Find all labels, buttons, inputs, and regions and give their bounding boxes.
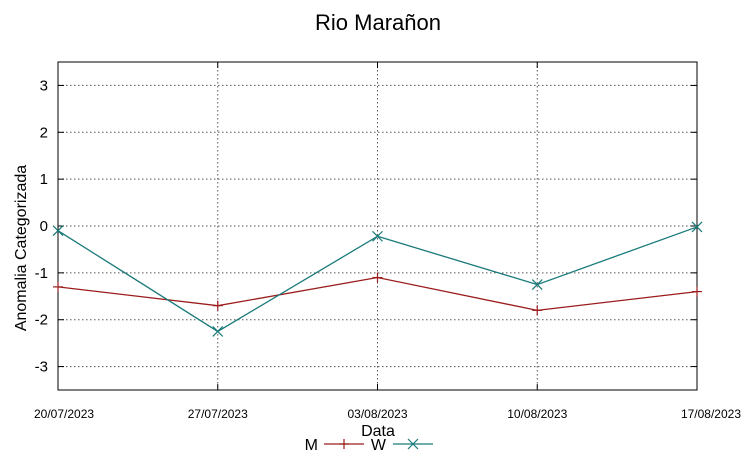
marker-stroke xyxy=(407,438,419,450)
marker-stroke xyxy=(691,221,703,233)
grid-lines xyxy=(58,62,697,390)
x-tick-label: 17/08/2023 xyxy=(681,407,741,421)
x-tick-label: 10/08/2023 xyxy=(507,407,567,421)
marker-stroke xyxy=(52,225,64,237)
x-axis-ticks: 20/07/2023 27/07/2023 03/08/2023 10/08/2023… xyxy=(34,62,741,421)
y-tick-label: -2 xyxy=(35,312,48,329)
y-tick-label: 2 xyxy=(40,124,48,141)
y-tick-label: -1 xyxy=(35,265,48,282)
marker-stroke xyxy=(531,279,543,290)
legend-label-M: M xyxy=(305,437,318,454)
chart-title: Rio Marañon xyxy=(315,10,441,35)
data-point-M xyxy=(532,305,543,316)
y-tick-label: 0 xyxy=(40,218,48,235)
y-tick-label: -3 xyxy=(35,359,48,376)
data-point-W xyxy=(212,326,224,337)
data-point-M xyxy=(53,281,63,292)
series-group xyxy=(52,221,703,337)
x-tick-label: 27/07/2023 xyxy=(188,407,248,421)
x-tick-label: 20/07/2023 xyxy=(34,407,94,421)
legend-label-W: W xyxy=(371,437,387,454)
marker-stroke xyxy=(372,230,383,242)
y-tick-label: 3 xyxy=(40,77,48,94)
marker-stroke xyxy=(212,326,224,337)
data-point-M xyxy=(692,286,702,297)
data-point-W xyxy=(372,230,383,242)
x-axis-label: Data xyxy=(361,423,395,440)
y-axis-label: Anomalia Categorizada xyxy=(13,165,30,331)
y-axis-ticks: 3 2 1 0 -1 -2 -3 xyxy=(35,77,697,376)
data-point-W xyxy=(531,279,543,290)
data-point-M xyxy=(372,272,383,283)
y-tick-label: 1 xyxy=(40,171,48,188)
x-tick-label: 03/08/2023 xyxy=(347,407,407,421)
data-point-W xyxy=(691,221,703,233)
legend-marker-M xyxy=(339,439,349,449)
data-point-W xyxy=(52,225,64,237)
legend-marker-W xyxy=(407,438,419,450)
data-point-M xyxy=(212,300,223,311)
